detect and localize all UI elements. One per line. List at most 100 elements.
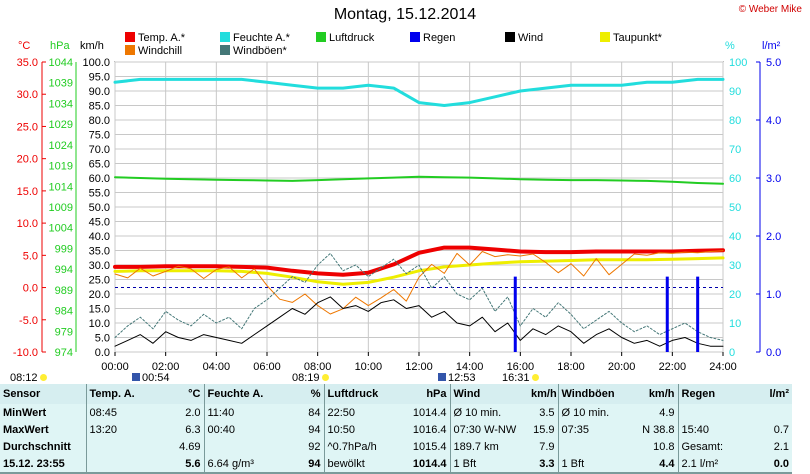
speed-tick-label: 80.0 xyxy=(89,115,110,127)
table-cell: 13:20 xyxy=(85,421,158,438)
table-cell: bewölkt xyxy=(323,455,404,474)
speed-tick-label: 10.0 xyxy=(89,318,110,330)
speed-tick-label: 50.0 xyxy=(89,202,110,214)
temp-tick-label: 0.0 xyxy=(23,283,38,295)
table-cell xyxy=(85,455,158,474)
legend-item: Taupunkt* xyxy=(600,32,662,44)
legend-item: Windböen* xyxy=(220,45,287,57)
legend-swatch xyxy=(410,32,420,42)
table-row: Durchschnitt 4.69 92 ^0.7hPa/h 1015.4 189.7 k… xyxy=(0,438,792,455)
marker-a-time: 00:54 xyxy=(132,372,170,384)
humidity-tick-label: 100 xyxy=(729,57,747,69)
x-tick-label: 02:00 xyxy=(152,361,180,373)
legend-swatch xyxy=(220,32,230,42)
table-header-cell: Feuchte A. xyxy=(203,384,278,404)
x-tick-label: 24:00 xyxy=(709,361,737,373)
rain-tick-label: 3.0 xyxy=(766,173,781,185)
table-cell: 3.5 xyxy=(528,404,558,421)
table-cell: 3.3 xyxy=(528,455,558,474)
table-header-cell: Temp. A. xyxy=(85,384,158,404)
speed-tick-label: 45.0 xyxy=(89,217,110,229)
speed-tick-label: 75.0 xyxy=(89,130,110,142)
table-cell: 2.1 l/m² xyxy=(677,455,748,474)
table-cell: 1 Bft xyxy=(557,455,632,474)
pressure-tick-label: 1014 xyxy=(49,181,73,193)
legend-swatch xyxy=(220,45,230,55)
table-cell: 94 xyxy=(278,421,324,438)
table-cell: 15.9 xyxy=(528,421,558,438)
speed-tick-label: 30.0 xyxy=(89,260,110,272)
table-header-cell: hPa xyxy=(404,384,450,404)
humidity-tick-label: 20 xyxy=(729,289,741,301)
table-header-cell: % xyxy=(278,384,324,404)
table-cell xyxy=(677,404,748,421)
x-tick-label: 18:00 xyxy=(557,361,585,373)
speed-tick-label: 35.0 xyxy=(89,246,110,258)
table-row: 15.12. 23:55 5.6 6.64 g/m³ 94 bewölkt 1014.4 1… xyxy=(0,455,792,474)
table-cell: 10.8 xyxy=(632,438,678,455)
pressure-tick-label: 974 xyxy=(55,347,73,359)
table-cell: 08:45 xyxy=(85,404,158,421)
speed-tick-label: 0.0 xyxy=(95,347,110,359)
table-cell: 22:50 xyxy=(323,404,404,421)
table-cell: 92 xyxy=(278,438,324,455)
table-cell: MaxWert xyxy=(0,421,86,438)
table-cell: 2.0 xyxy=(158,404,204,421)
sun-icon xyxy=(321,374,329,381)
pressure-tick-label: 1004 xyxy=(49,223,73,235)
table-cell: 2.1 xyxy=(748,438,792,455)
series-line-feuchte-a xyxy=(113,77,725,107)
series-line-windb-en xyxy=(114,252,724,341)
humidity-tick-label: 10 xyxy=(729,318,741,330)
temp-tick-label: 25.0 xyxy=(17,121,38,133)
table-header-cell: Luftdruck xyxy=(323,384,404,404)
table-cell: 0.7 xyxy=(748,421,792,438)
pressure-tick-label: 1009 xyxy=(49,202,73,214)
legend-item: Regen xyxy=(410,32,455,44)
speed-tick-label: 60.0 xyxy=(89,173,110,185)
rain-tick-label: 5.0 xyxy=(766,57,781,69)
table-cell xyxy=(748,404,792,421)
legend-swatch xyxy=(125,32,135,42)
speed-tick-label: 20.0 xyxy=(89,289,110,301)
legend-label: Feuchte A.* xyxy=(233,32,290,44)
x-tick-label: 12:00 xyxy=(405,361,433,373)
table-cell: 15:40 xyxy=(677,421,748,438)
speed-tick-label: 100.0 xyxy=(82,57,110,69)
table-cell: 1016.4 xyxy=(404,421,450,438)
table-header-cell: l/m² xyxy=(748,384,792,404)
series-line-wind xyxy=(114,296,724,347)
table-cell: 7.9 xyxy=(528,438,558,455)
sunrise-time: 08:12 xyxy=(10,372,47,384)
humidity-tick-label: 30 xyxy=(729,260,741,272)
humidity-tick-label: 60 xyxy=(729,173,741,185)
rain-axis-header: l/m² xyxy=(762,40,781,52)
pressure-tick-label: 1044 xyxy=(49,57,73,69)
table-cell: 1014.4 xyxy=(404,455,450,474)
temp-tick-label: 20.0 xyxy=(17,154,38,166)
legend-label: Regen xyxy=(423,32,456,44)
legend-label: Windböen* xyxy=(233,45,287,57)
x-tick-label: 06:00 xyxy=(253,361,281,373)
speed-tick-label: 85.0 xyxy=(89,101,110,113)
table-header-cell: Wind xyxy=(449,384,528,404)
table-cell: 07:30 W-NW xyxy=(449,421,528,438)
pressure-tick-label: 1029 xyxy=(49,119,73,131)
speed-tick-label: 65.0 xyxy=(89,159,110,171)
x-tick-label: 10:00 xyxy=(355,361,383,373)
table-row: MinWert 08:45 2.0 11:40 84 22:50 1014.4 Ø 10 mi… xyxy=(0,404,792,421)
table-cell: 189.7 km xyxy=(449,438,528,455)
legend-label: Wind xyxy=(518,32,544,44)
table-header-cell: Regen xyxy=(677,384,748,404)
table-cell xyxy=(203,438,278,455)
moon-icon xyxy=(132,373,140,381)
series-line-windchill xyxy=(114,250,724,315)
table-cell: 1014.4 xyxy=(404,404,450,421)
sun-icon xyxy=(39,374,47,381)
pressure-tick-label: 1039 xyxy=(49,78,73,90)
humidity-tick-label: 50 xyxy=(729,202,741,214)
pressure-axis-header: hPa xyxy=(50,40,70,52)
marker-b-time: 08:19 xyxy=(292,372,329,384)
sun-icon xyxy=(531,374,539,381)
table-header-cell: km/h xyxy=(528,384,558,404)
